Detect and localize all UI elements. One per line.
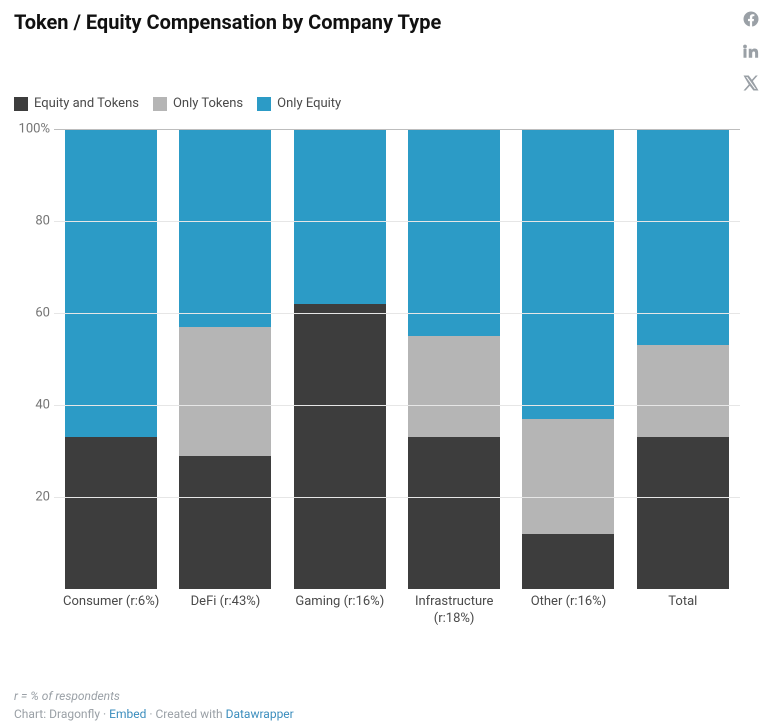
gridline (54, 313, 740, 314)
legend-label: Only Tokens (173, 96, 243, 111)
bar-segment (522, 129, 614, 419)
gridline (54, 405, 740, 406)
bar-segment (179, 129, 271, 327)
bar-segment (408, 336, 500, 437)
chart: 100%20406080 Consumer (r:6%)DeFi (r:43%)… (14, 119, 740, 639)
embed-link[interactable]: Embed (109, 707, 146, 721)
footnote: r = % of respondents (14, 689, 760, 703)
bar-segment (179, 456, 271, 589)
y-tick-label: 40 (16, 398, 50, 413)
y-tick-label: 20 (16, 490, 50, 505)
x-tick-label: DeFi (r:43%) (175, 594, 275, 628)
x-tick-label: Total (633, 594, 733, 628)
legend-item: Equity and Tokens (14, 96, 139, 111)
legend-item: Only Tokens (153, 96, 243, 111)
x-tick-label: Infrastructure (r:18%) (404, 594, 504, 628)
x-axis-labels: Consumer (r:6%) DeFi (r:43%) Gaming (r:16%… (54, 594, 740, 628)
bar-segment (294, 304, 386, 589)
gridline (54, 497, 740, 498)
x-icon[interactable] (742, 74, 760, 96)
chart-credit: Chart: Dragonfly · Embed · Created with … (14, 707, 760, 721)
bar-segment (294, 129, 386, 304)
bar-segment (408, 437, 500, 589)
legend-item: Only Equity (257, 96, 341, 111)
bar-segment (65, 437, 157, 589)
bar-segment (408, 129, 500, 336)
x-tick-label: Consumer (r:6%) (61, 594, 161, 628)
gridline (54, 221, 740, 222)
bars-container (54, 129, 740, 589)
credit-prefix: Chart: Dragonfly · (14, 707, 109, 721)
bar-column (65, 129, 157, 589)
linkedin-icon[interactable] (742, 42, 760, 64)
x-tick-label: Other (r:16%) (518, 594, 618, 628)
bar-segment (65, 129, 157, 437)
legend-label: Only Equity (277, 96, 341, 111)
x-tick-label: Gaming (r:16%) (290, 594, 390, 628)
chart-title: Token / Equity Compensation by Company T… (14, 10, 441, 34)
bar-segment (637, 345, 729, 437)
y-tick-label: 100% (16, 122, 50, 137)
bar-column (522, 129, 614, 589)
legend: Equity and Tokens Only Tokens Only Equity (14, 96, 760, 111)
plot-area: 100%20406080 (54, 129, 740, 589)
bar-segment (179, 327, 271, 456)
bar-column (294, 129, 386, 589)
bar-segment (522, 419, 614, 534)
facebook-icon[interactable] (742, 10, 760, 32)
social-share (742, 10, 760, 96)
credit-mid: · Created with (146, 707, 225, 721)
bar-column (179, 129, 271, 589)
legend-swatch (14, 97, 28, 111)
legend-swatch (153, 97, 167, 111)
y-tick-label: 80 (16, 214, 50, 229)
bar-column (637, 129, 729, 589)
datawrapper-link[interactable]: Datawrapper (226, 707, 294, 721)
legend-swatch (257, 97, 271, 111)
bar-segment (522, 534, 614, 589)
legend-label: Equity and Tokens (34, 96, 139, 111)
bar-segment (637, 437, 729, 589)
bar-column (408, 129, 500, 589)
y-tick-label: 60 (16, 306, 50, 321)
